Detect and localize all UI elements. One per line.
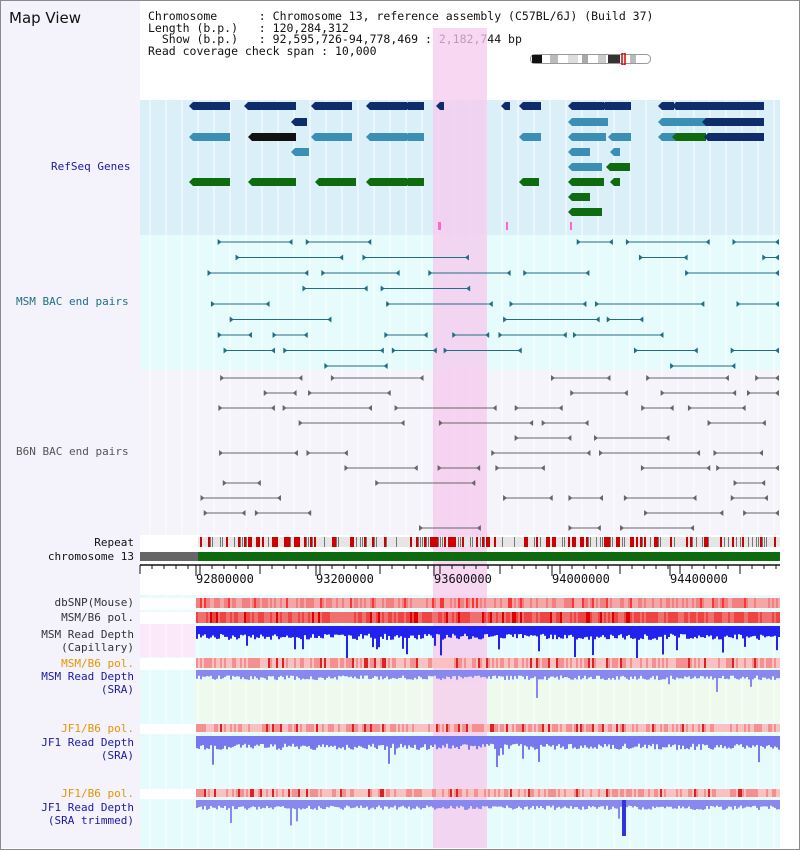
gene-feature bbox=[572, 163, 602, 171]
gene-feature bbox=[614, 148, 620, 156]
chromosome-ideogram[interactable] bbox=[530, 53, 652, 65]
coverage-value: 10,000 bbox=[334, 43, 377, 58]
gene-feature bbox=[408, 133, 424, 141]
gene-feature bbox=[440, 102, 444, 110]
gene-feature bbox=[572, 193, 590, 201]
gene-feature bbox=[370, 178, 407, 186]
gene-feature bbox=[676, 118, 706, 126]
gene-feature bbox=[676, 133, 706, 141]
refseq-genes-track bbox=[189, 102, 764, 230]
gene-feature bbox=[523, 102, 541, 110]
axis-tick-label: 93200000 bbox=[316, 572, 374, 586]
gene-feature bbox=[676, 102, 764, 110]
gene-feature bbox=[408, 178, 424, 186]
label-msm-read-depth-cap-sub: (Capillary) bbox=[61, 641, 134, 654]
jf1-read-depth-trimmed-track bbox=[196, 800, 780, 836]
label-jf1-read-depth-trimmed-sub: (SRA trimmed) bbox=[47, 814, 134, 827]
gene-feature bbox=[662, 118, 676, 126]
label-msm-read-depth-sra[interactable]: MSM Read Depth bbox=[41, 670, 134, 683]
page-title: Map View bbox=[9, 9, 82, 27]
label-jf1-read-depth-sra-sub: (SRA) bbox=[100, 749, 134, 762]
label-chromosome[interactable]: chromosome 13 bbox=[47, 550, 134, 563]
gene-feature bbox=[523, 133, 541, 141]
gene-feature bbox=[370, 102, 407, 110]
position-axis bbox=[139, 565, 777, 576]
label-jf1-read-depth-trimmed[interactable]: JF1 Read Depth bbox=[41, 801, 134, 814]
label-msm-read-depth-sra-sub: (SRA) bbox=[100, 683, 134, 696]
jf1-b6-pol-track bbox=[196, 724, 780, 732]
axis-tick-label: 92800000 bbox=[196, 572, 254, 586]
gene-feature bbox=[572, 133, 606, 141]
gene-feature bbox=[505, 102, 510, 110]
gene-feature bbox=[252, 178, 296, 186]
axis-tick-label: 94400000 bbox=[670, 572, 728, 586]
gene-feature bbox=[408, 102, 424, 110]
gene-feature bbox=[610, 163, 630, 171]
gene-feature bbox=[252, 133, 296, 141]
chromosome-key: Chromosome bbox=[148, 9, 218, 23]
gene-feature bbox=[708, 133, 764, 141]
highlight-region bbox=[433, 28, 487, 848]
gene-feature bbox=[193, 133, 230, 141]
jf1-read-depth-sra-track bbox=[196, 736, 780, 768]
gene-feature bbox=[523, 178, 539, 186]
track-label-column bbox=[1, 1, 140, 848]
gene-feature bbox=[572, 102, 604, 110]
msm-bac-track bbox=[207, 239, 779, 369]
gene-feature bbox=[248, 102, 296, 110]
msm-read-depth-capillary-track bbox=[196, 626, 780, 660]
label-msm-bac-end-pairs[interactable]: MSM BAC end pairs bbox=[16, 295, 129, 308]
length-value: 120,284,312 bbox=[272, 20, 349, 35]
coverage-key: Read coverage check span bbox=[148, 43, 315, 58]
gene-feature bbox=[370, 133, 407, 141]
gene-feature bbox=[319, 178, 356, 186]
label-refseq-genes[interactable]: RefSeq Genes bbox=[51, 160, 131, 173]
repeat-track bbox=[198, 537, 780, 547]
label-b6n-bac-end-pairs[interactable]: B6N BAC end pairs bbox=[16, 445, 129, 458]
label-dbsnp[interactable]: dbSNP(Mouse) bbox=[54, 596, 134, 609]
gene-feature bbox=[315, 133, 352, 141]
region-info: Chromosome : Chromosome 13, reference as… bbox=[148, 9, 654, 58]
gene-feature bbox=[662, 133, 676, 141]
gene-feature bbox=[614, 178, 620, 186]
label-msm-b6-pol-2[interactable]: MSM/B6 pol. bbox=[61, 657, 134, 670]
msm-read-depth-sra-track bbox=[196, 670, 780, 698]
gene-feature bbox=[706, 118, 764, 126]
label-jf1-b6-pol[interactable]: JF1/B6 pol. bbox=[61, 722, 134, 735]
gene-feature bbox=[612, 133, 631, 141]
gene-feature bbox=[295, 148, 309, 156]
gene-feature bbox=[572, 118, 608, 126]
gene-feature bbox=[605, 102, 631, 110]
chromosome-value: Chromosome 13, reference assembly (C57BL… bbox=[272, 9, 654, 23]
axis-tick-label: 94000000 bbox=[552, 572, 610, 586]
gene-feature bbox=[295, 118, 307, 126]
jf1-b6-pol-track-2 bbox=[196, 789, 780, 797]
msm-b6-pol-track-2 bbox=[196, 658, 780, 668]
label-msm-read-depth-cap[interactable]: MSM Read Depth bbox=[41, 628, 134, 641]
label-msm-b6-pol[interactable]: MSM/B6 pol. bbox=[61, 611, 134, 624]
label-jf1-b6-pol-2[interactable]: JF1/B6 pol. bbox=[61, 787, 134, 800]
gene-feature bbox=[572, 178, 604, 186]
axis-tick-label: 93600000 bbox=[434, 572, 492, 586]
gene-feature bbox=[193, 102, 230, 110]
gene-feature bbox=[572, 208, 602, 216]
gene-feature bbox=[662, 102, 674, 110]
gene-feature bbox=[193, 178, 230, 186]
gene-feature bbox=[315, 102, 352, 110]
dbsnp-track bbox=[196, 598, 780, 608]
label-repeat[interactable]: Repeat bbox=[94, 536, 134, 549]
msm-b6-pol-track bbox=[196, 612, 780, 623]
gene-feature bbox=[572, 148, 590, 156]
label-jf1-read-depth-sra[interactable]: JF1 Read Depth bbox=[41, 736, 134, 749]
show-key: Show (b.p.) bbox=[161, 32, 239, 46]
b6n-bac-track bbox=[200, 375, 779, 531]
length-key: Length (b.p.) bbox=[148, 20, 239, 35]
